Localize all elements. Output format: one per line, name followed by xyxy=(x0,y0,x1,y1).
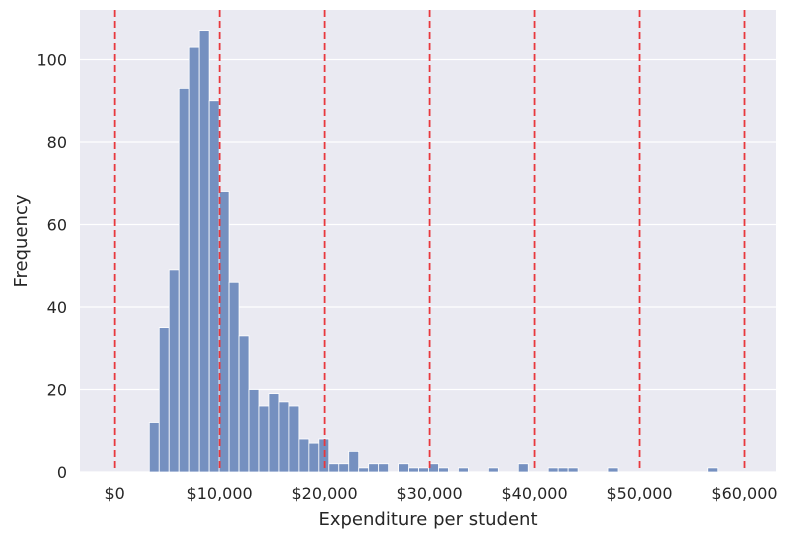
histogram-bar xyxy=(378,463,390,473)
x-tick-labels: $0 $10,000 $20,000 $30,000 $40,000 $50,000 $60… xyxy=(104,484,777,503)
histogram-bar xyxy=(607,467,619,473)
x-axis-label: Expenditure per student xyxy=(318,509,537,530)
histogram-bar xyxy=(328,463,340,473)
histogram-bar xyxy=(258,405,270,473)
histogram-bar xyxy=(408,467,419,473)
histogram-bar xyxy=(218,191,230,473)
y-tick-labels: 0 20 40 60 80 100 xyxy=(36,51,67,483)
x-tick-label: $50,000 xyxy=(606,484,672,503)
y-tick-label: 60 xyxy=(47,216,67,235)
histogram-bar xyxy=(158,327,170,473)
histogram-bar xyxy=(188,46,200,473)
y-tick-label: 80 xyxy=(47,133,67,152)
x-tick-label: $60,000 xyxy=(711,484,777,503)
histogram-bar xyxy=(517,463,529,473)
histogram-bar xyxy=(228,281,240,473)
histogram-bar xyxy=(298,438,310,473)
histogram-bar xyxy=(458,467,469,473)
histogram-bar xyxy=(358,467,370,473)
reference-lines xyxy=(113,10,746,472)
x-tick-label: $20,000 xyxy=(292,484,358,503)
y-axis-label: Frequency xyxy=(11,194,32,287)
y-tick-label: 20 xyxy=(47,381,67,400)
y-tick-label: 0 xyxy=(57,463,67,482)
histogram-bar xyxy=(368,463,380,473)
histogram-bars xyxy=(148,30,719,473)
histogram-bar xyxy=(198,30,210,473)
histogram-bar xyxy=(148,422,160,473)
histogram-bar xyxy=(418,467,429,473)
histogram-bar xyxy=(168,269,180,473)
histogram-bar xyxy=(707,467,719,473)
y-tick-label: 100 xyxy=(36,51,67,70)
histogram-bar xyxy=(348,450,360,473)
histogram-bar xyxy=(308,442,320,473)
histogram-bar xyxy=(248,389,260,473)
histogram-bar xyxy=(567,467,579,473)
x-tick-label: $10,000 xyxy=(187,484,253,503)
histogram-bar xyxy=(438,467,449,473)
histogram-bar xyxy=(178,87,190,473)
histogram-bar xyxy=(238,335,250,473)
histogram-bar xyxy=(557,467,569,473)
histogram-bar xyxy=(208,100,220,473)
histogram-bar xyxy=(487,467,499,473)
x-tick-label: $40,000 xyxy=(501,484,567,503)
x-tick-label: $0 xyxy=(104,484,124,503)
histogram-bar xyxy=(288,405,300,473)
x-tick-label: $30,000 xyxy=(396,484,462,503)
histogram-bar xyxy=(278,401,290,473)
histogram-bar xyxy=(547,467,559,473)
histogram-bar xyxy=(398,463,409,473)
y-tick-label: 40 xyxy=(47,298,67,317)
histogram-bar xyxy=(338,463,350,473)
histogram-bar xyxy=(268,393,280,473)
